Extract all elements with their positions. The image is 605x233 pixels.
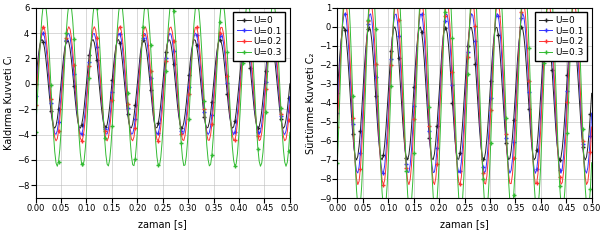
U=0 [340,25,347,28]
U=0.1 [276,100,283,103]
U=0 [588,92,595,95]
U=0 [286,82,293,85]
U=0 [38,38,45,41]
U=0.2 [393,0,400,3]
U=0.1 [32,95,39,98]
U=0.1 [588,112,595,115]
U=0.1 [532,172,539,175]
U=0.2 [349,116,356,119]
U=0 [382,128,390,130]
Legend: U=0, U=0.1, U=0.2, U=0.3: U=0, U=0.1, U=0.2, U=0.3 [535,12,587,61]
U=0 [581,158,589,161]
Legend: U=0, U=0.1, U=0.2, U=0.3: U=0, U=0.1, U=0.2, U=0.3 [234,12,286,61]
U=0 [80,106,88,109]
U=0.3 [567,25,575,28]
U=0.1 [79,128,87,131]
U=0.1 [569,15,576,18]
U=0.2 [344,15,352,18]
U=0.3 [403,169,410,172]
U=0.3 [334,161,341,164]
U=0.2 [47,98,54,100]
U=0 [48,119,56,122]
U=0.2 [102,137,110,140]
U=0.3 [266,36,273,38]
U=0.3 [350,131,358,134]
U=0.1 [230,133,237,136]
U=0 [275,96,282,98]
Line: U=0.3: U=0.3 [336,0,594,213]
U=0 [345,72,353,75]
U=0 [350,147,358,149]
U=0 [101,126,108,128]
Y-axis label: Kaldırma Kuvveti Cₗ: Kaldırma Kuvveti Cₗ [4,56,14,150]
U=0.3 [48,110,56,112]
U=0.1 [334,112,341,115]
U=0.2 [286,103,293,106]
Y-axis label: Sürtünme Kuvveti C₂: Sürtünme Kuvveti C₂ [306,52,316,154]
U=0.2 [276,96,283,99]
Line: U=0: U=0 [34,38,292,130]
U=0.3 [382,202,390,205]
U=0.1 [349,123,356,126]
U=0.2 [42,34,50,37]
U=0 [280,127,287,130]
U=0.3 [101,136,108,139]
U=0.3 [584,210,592,213]
U=0.2 [380,183,387,186]
Line: U=0.2: U=0.2 [34,25,292,143]
U=0.1 [344,31,352,34]
U=0.1 [578,120,585,123]
U=0.3 [32,131,39,134]
U=0.2 [334,126,341,128]
U=0.2 [78,140,85,142]
U=0 [403,157,410,160]
U=0.3 [577,54,584,57]
U=0 [334,92,341,95]
U=0.2 [267,30,274,33]
U=0 [266,41,273,43]
U=0.3 [80,159,88,162]
U=0.1 [243,32,250,34]
U=0.3 [286,131,293,134]
U=0 [32,82,39,85]
X-axis label: zaman [s]: zaman [s] [440,219,489,229]
U=0.1 [402,148,409,151]
U=0.3 [41,0,48,3]
U=0.2 [569,8,576,10]
U=0.1 [267,34,274,36]
Line: U=0: U=0 [336,25,594,162]
U=0.2 [32,103,39,106]
U=0 [577,112,584,114]
U=0.1 [100,118,107,121]
U=0 [44,69,51,72]
U=0.1 [381,164,388,167]
U=0.1 [42,44,50,47]
Line: U=0.1: U=0.1 [34,31,292,136]
U=0.2 [91,25,98,28]
U=0.2 [80,129,88,131]
Line: U=0.2: U=0.2 [336,0,594,186]
U=0.1 [544,12,552,15]
Line: U=0.3: U=0.3 [34,0,292,168]
X-axis label: zaman [s]: zaman [s] [139,219,187,229]
U=0.1 [286,95,293,98]
U=0.3 [44,16,51,19]
U=0.3 [588,161,595,164]
U=0 [567,29,575,32]
U=0.2 [382,166,390,169]
U=0.3 [275,56,282,59]
U=0.2 [404,179,411,182]
U=0.3 [283,165,290,168]
U=0.2 [588,126,595,128]
U=0.2 [578,113,585,116]
U=0.1 [47,102,54,105]
Line: U=0.1: U=0.1 [336,12,594,175]
